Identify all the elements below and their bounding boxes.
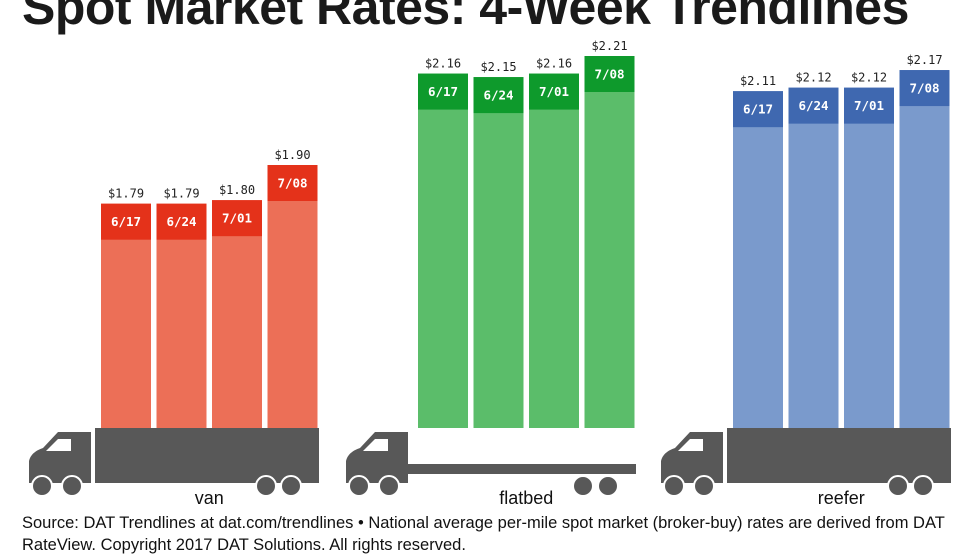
flatbed-group: 6/17 $2.16 6/24 $2.15 7/01 $2.16 7/08 $2.21 flat… [346,39,636,508]
flatbed-value-label: $2.21 [591,39,627,53]
flatbed-date-label: 7/08 [594,67,624,82]
van-bar-cap [212,200,262,237]
van-date-label: 6/17 [111,214,141,229]
van-truck-window [46,439,71,451]
reefer-bar-cap [733,91,783,128]
flatbed-value-label: $2.15 [480,60,516,74]
van-group: 6/17 $1.79 6/24 $1.79 7/01 $1.80 7/08 $1.90 van [29,148,319,508]
flatbed-date-label: 6/17 [428,84,458,99]
reefer-group: 6/17 $2.11 6/24 $2.12 7/01 $2.12 7/08 $2.17 reef… [661,53,951,508]
van-wheel-3 [255,475,277,497]
flatbed-category-label: flatbed [499,488,553,508]
reefer-truck-icon [661,428,951,497]
flatbed-bar-cap [473,77,524,114]
van-wheel-2 [61,475,83,497]
van-bar-7-01 [212,200,262,428]
van-date-label: 7/08 [277,176,307,191]
van-bar-6-17 [101,203,151,428]
reefer-wheel-3 [887,475,909,497]
flatbed-truck-icon [346,432,636,497]
flatbed-bar-cap [584,56,635,92]
flatbed-wheel-4 [597,475,619,497]
reefer-bar-cap [844,87,894,124]
reefer-date-label: 7/08 [909,81,939,96]
van-bar-cap [101,203,151,240]
reefer-truck-window [678,439,703,451]
reefer-date-label: 6/17 [743,102,773,117]
reefer-bar-cap [788,87,839,124]
flatbed-bar-6-17 [418,73,468,429]
van-truck-cab [29,432,91,483]
van-bar-cap [156,203,207,240]
reefer-wheel-2 [693,475,715,497]
flatbed-bar-6-24 [473,77,524,428]
flatbed-value-label: $2.16 [536,57,572,71]
van-bar-6-24 [156,203,207,428]
van-wheel-4 [280,475,302,497]
van-value-label: $1.79 [108,187,144,201]
flatbed-value-label: $2.16 [425,57,461,71]
flatbed-bar-7-08 [584,56,635,428]
reefer-value-label: $2.11 [740,74,776,88]
reefer-value-label: $2.12 [795,71,831,85]
reefer-truck-cab [661,432,723,483]
flatbed-truck-cab [346,432,408,483]
van-value-label: $1.79 [163,187,199,201]
van-value-label: $1.90 [274,148,310,162]
van-bar-7-08 [267,165,318,428]
reefer-bar-cap [899,70,950,107]
reefer-bar-6-24 [788,87,839,428]
flatbed-bar-cap [529,73,579,110]
flatbed-bar-cap [418,73,468,110]
van-wheel-1 [31,475,53,497]
flatbed-wheel-1 [348,475,370,497]
reefer-value-label: $2.17 [906,53,942,67]
flatbed-truck-deck [408,464,636,474]
chart-title: Spot Market Rates: 4-Week Trendlines [22,0,909,35]
van-bar-cap [267,165,318,201]
van-truck-icon [29,428,319,497]
reefer-category-label: reefer [818,488,865,508]
reefer-date-label: 7/01 [854,98,884,113]
van-date-label: 7/01 [222,211,252,226]
flatbed-wheel-2 [378,475,400,497]
flatbed-truck-window [363,439,388,451]
source-note: Source: DAT Trendlines at dat.com/trendl… [22,514,945,554]
reefer-bar-7-01 [844,87,894,428]
reefer-bar-6-17 [733,91,783,429]
reefer-wheel-4 [912,475,934,497]
reefer-value-label: $2.12 [851,71,887,85]
flatbed-wheel-3 [572,475,594,497]
reefer-bar-7-08 [899,70,950,428]
reefer-truck-trailer [727,428,951,483]
van-date-label: 6/24 [166,214,196,229]
van-category-label: van [195,488,224,508]
flatbed-date-label: 6/24 [483,88,513,103]
van-truck-trailer [95,428,319,483]
flatbed-date-label: 7/01 [539,84,569,99]
reefer-date-label: 6/24 [798,98,828,113]
flatbed-bar-7-01 [529,73,579,429]
reefer-wheel-1 [663,475,685,497]
van-value-label: $1.80 [219,183,255,197]
